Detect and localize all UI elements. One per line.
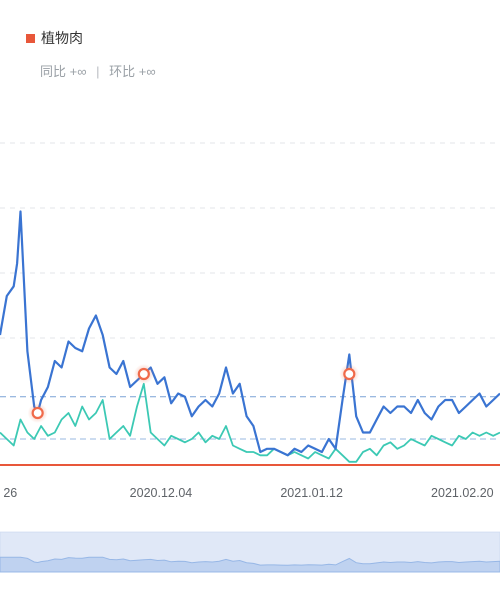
series-line-0[interactable]: [0, 210, 500, 457]
legend-item-plant-meat[interactable]: 植物肉: [26, 28, 83, 48]
yoy-value: +∞: [69, 64, 87, 79]
grid-lines: [0, 142, 500, 339]
overview-window[interactable]: [0, 532, 500, 572]
mom-value: +∞: [138, 64, 156, 79]
annotation-marker[interactable]: [133, 364, 154, 384]
legend-label: 植物肉: [41, 30, 83, 46]
mom-label: 环比: [109, 64, 136, 79]
stats-summary: 同比 +∞ | 环比 +∞: [40, 61, 156, 80]
x-tick-label: 2020.12.04: [130, 486, 193, 500]
annotation-markers: [27, 364, 360, 423]
stats-separator: |: [96, 64, 100, 79]
legend-swatch: [26, 33, 35, 43]
x-axis-ticks: 26 2020.12.04 2021.01.12 2021.02.20: [3, 486, 493, 500]
annotation-marker[interactable]: [27, 403, 48, 423]
x-tick-label: 26: [3, 486, 17, 500]
series-layer: [0, 210, 500, 463]
overview-series-area: [0, 556, 500, 573]
overview-slider[interactable]: [0, 531, 500, 573]
annotation-marker[interactable]: [339, 364, 360, 384]
x-tick-label: 2021.02.20: [431, 486, 494, 500]
x-tick-label: 2021.01.12: [280, 486, 343, 500]
yoy-label: 同比: [40, 64, 67, 79]
series-line-1[interactable]: [0, 382, 500, 463]
reference-lines: [0, 396, 500, 440]
